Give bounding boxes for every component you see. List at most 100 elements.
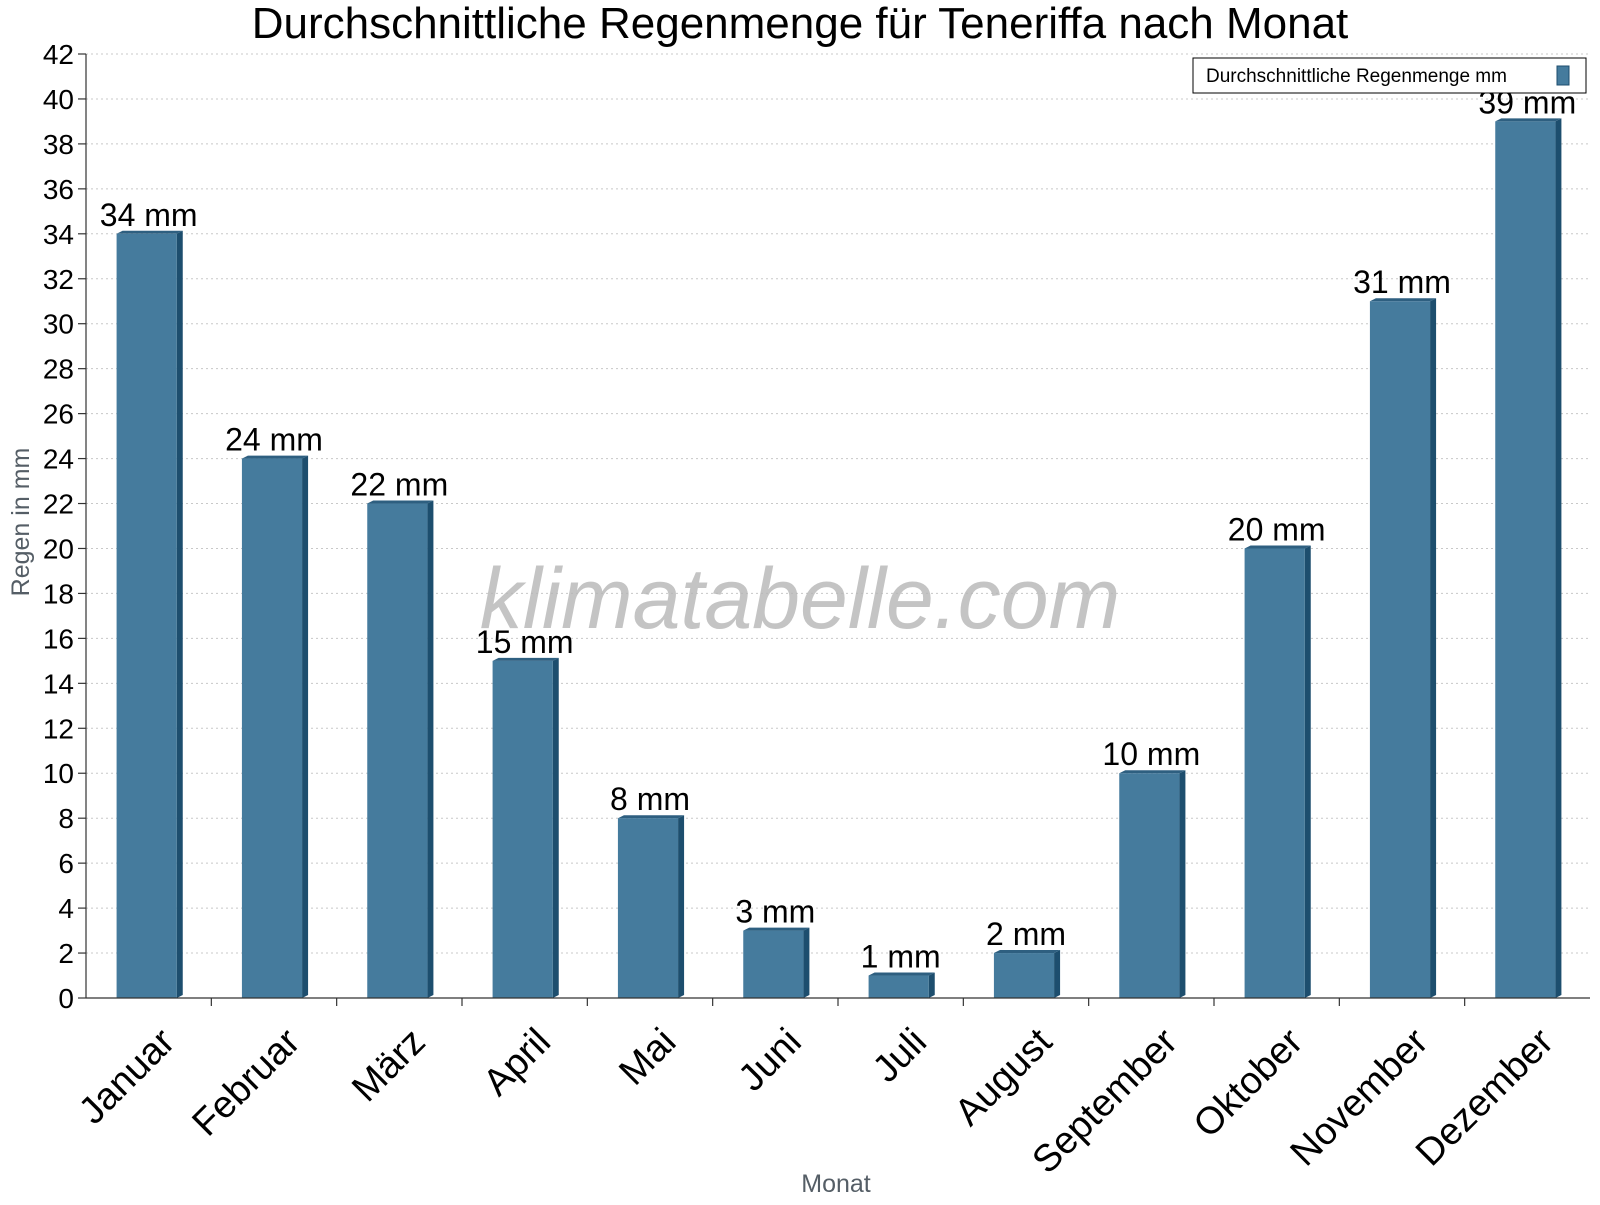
y-tick-label: 34 — [43, 219, 74, 250]
bar-face — [1495, 121, 1556, 998]
axes — [85, 54, 1590, 999]
data-labels: 34 mm 24 mm 22 mm 15 mm 8 mm 3 mm 1 mm 2 mm 10 m… — [100, 84, 1576, 974]
bar-4 — [492, 657, 559, 998]
bar-3 — [367, 500, 434, 998]
bar-9 — [1119, 770, 1186, 998]
bar-face — [617, 818, 679, 998]
bar-top — [241, 455, 309, 459]
bar-5 — [617, 815, 685, 998]
bar-top — [1244, 545, 1311, 549]
data-label: 10 mm — [1102, 736, 1200, 772]
bar-top — [1369, 298, 1437, 302]
bar-side — [427, 500, 434, 998]
y-tick-label: 4 — [58, 893, 74, 924]
bar-face — [993, 953, 1055, 998]
bar-side — [1054, 950, 1061, 998]
data-label: 1 mm — [861, 939, 941, 975]
y-tick-label: 32 — [43, 264, 74, 295]
bar-8 — [993, 950, 1061, 998]
y-tick-label: 8 — [58, 803, 74, 834]
bar-face — [1244, 548, 1305, 998]
bar-side — [1555, 118, 1562, 998]
bar-face — [116, 233, 177, 999]
y-tick-label: 2 — [58, 938, 74, 969]
bar-side — [678, 815, 685, 998]
bar-12 — [1495, 118, 1562, 998]
x-tick-label: März — [344, 1021, 433, 1110]
data-label: 8 mm — [610, 781, 690, 817]
bar-side — [1430, 298, 1437, 998]
y-axis-title: Regen in mm — [7, 448, 35, 597]
bar-side — [928, 972, 935, 998]
y-tick-label: 20 — [43, 533, 74, 564]
y-tick-label: 10 — [43, 758, 74, 789]
bar-side — [803, 927, 810, 998]
bar-side — [1179, 770, 1186, 998]
data-label: 15 mm — [476, 624, 574, 660]
y-tick-label: 36 — [43, 174, 74, 205]
bar-1 — [116, 230, 183, 999]
bars — [116, 118, 1562, 999]
bar-side — [176, 230, 183, 999]
data-label: 24 mm — [225, 422, 323, 458]
bar-6 — [743, 927, 810, 998]
bar-side — [1304, 545, 1311, 998]
data-label: 3 mm — [735, 894, 815, 930]
bar-side — [302, 455, 309, 999]
bar-top — [367, 500, 434, 504]
bar-face — [1119, 773, 1180, 998]
x-tick-label: Juni — [731, 1021, 810, 1100]
bar-face — [1369, 301, 1431, 998]
data-label: 31 mm — [1353, 264, 1451, 300]
bar-face — [743, 930, 804, 998]
y-tick-label: 38 — [43, 129, 74, 160]
bar-7 — [868, 972, 935, 998]
y-tick-label: 18 — [43, 578, 74, 609]
x-tick-label: April — [476, 1021, 559, 1104]
bar-2 — [241, 455, 309, 999]
x-tick-label: Februar — [185, 1020, 309, 1144]
y-tick-label: 40 — [43, 84, 74, 115]
bar-10 — [1244, 545, 1311, 998]
bar-top — [1119, 770, 1186, 774]
legend-box — [1192, 57, 1587, 94]
y-tick-label: 12 — [43, 713, 74, 744]
bar-face — [241, 458, 303, 999]
bar-top — [743, 927, 810, 931]
y-tick-label: 30 — [43, 309, 74, 340]
y-tick-label: 14 — [43, 668, 74, 699]
bar-side — [552, 657, 559, 998]
x-tick-label: Dezember — [1408, 1020, 1562, 1174]
legend: Durchschnittliche Regenmenge mm — [1192, 57, 1587, 94]
y-tick-label: 16 — [43, 623, 74, 654]
bar-11 — [1369, 298, 1437, 998]
x-axis-title: Monat — [801, 1170, 871, 1198]
bar-top — [492, 657, 559, 661]
data-label: 2 mm — [986, 916, 1066, 952]
legend-label: Durchschnittliche Regenmenge mm — [1206, 66, 1507, 87]
legend-swatch — [1556, 65, 1570, 86]
x-axis-ticks: Januar Februar März April Mai Juni Juli AugustS… — [71, 998, 1562, 1182]
x-tick-label: Mai — [611, 1021, 684, 1094]
x-tick-label: August — [947, 1020, 1061, 1134]
chart-title: Durchschnittliche Regenmenge für Tenerif… — [252, 0, 1349, 48]
bar-face — [492, 660, 553, 998]
bar-face — [868, 975, 929, 998]
bar-top — [993, 950, 1061, 954]
y-tick-label: 26 — [43, 399, 74, 430]
y-tick-label: 24 — [43, 444, 74, 475]
y-tick-label: 6 — [58, 848, 74, 879]
data-label: 20 mm — [1228, 511, 1326, 547]
data-label: 22 mm — [350, 467, 448, 503]
bar-top — [1495, 118, 1562, 122]
bar-top — [617, 815, 685, 819]
x-tick-label: Oktober — [1186, 1020, 1312, 1146]
bar-top — [868, 972, 935, 976]
y-tick-label: 42 — [43, 39, 74, 70]
bar-top — [116, 230, 183, 234]
x-tick-label: Januar — [71, 1020, 183, 1132]
bar-face — [367, 503, 428, 998]
